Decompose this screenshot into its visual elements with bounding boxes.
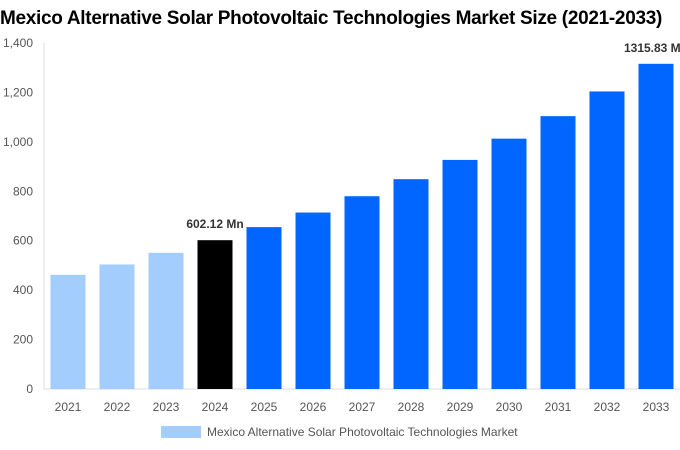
x-tick-label: 2029 bbox=[447, 400, 474, 414]
data-label: 1315.83 Mn bbox=[624, 41, 680, 55]
bar-2024 bbox=[197, 240, 233, 389]
x-tick-label: 2021 bbox=[55, 400, 82, 414]
y-tick-label: 200 bbox=[13, 333, 33, 347]
y-tick-label: 1,400 bbox=[3, 36, 33, 50]
x-tick-label: 2031 bbox=[545, 400, 572, 414]
y-tick-label: 1,200 bbox=[3, 85, 33, 99]
x-tick-label: 2022 bbox=[104, 400, 131, 414]
x-tick-label: 2032 bbox=[594, 400, 621, 414]
bar-2031 bbox=[540, 116, 576, 389]
bar-chart: 0 200 400 600 800 1,000 1,200 1,400 2021 2022 2023… bbox=[3, 36, 680, 414]
bar-2033 bbox=[638, 63, 674, 390]
bar-2021 bbox=[50, 274, 86, 389]
legend-swatch bbox=[161, 426, 201, 438]
bar-2028 bbox=[393, 179, 429, 389]
x-tick-label: 2024 bbox=[202, 400, 229, 414]
x-tick-label: 2023 bbox=[153, 400, 180, 414]
x-tick-label: 2027 bbox=[349, 400, 376, 414]
y-tick-label: 600 bbox=[13, 234, 33, 248]
y-tick-label: 400 bbox=[13, 283, 33, 297]
chart-title: Mexico Alternative Solar Photovoltaic Te… bbox=[0, 8, 663, 29]
y-tick-label: 1,000 bbox=[3, 135, 33, 149]
x-tick-label: 2028 bbox=[398, 400, 425, 414]
x-tick-label: 2030 bbox=[496, 400, 523, 414]
bar-2026 bbox=[295, 212, 331, 389]
y-tick-label: 800 bbox=[13, 184, 33, 198]
x-tick-label: 2025 bbox=[251, 400, 278, 414]
x-tick-label: 2033 bbox=[643, 400, 670, 414]
legend: Mexico Alternative Solar Photovoltaic Te… bbox=[161, 425, 518, 439]
y-tick-label: 0 bbox=[26, 382, 33, 396]
bar-2029 bbox=[442, 159, 478, 389]
bar-2032 bbox=[589, 91, 625, 389]
bar-2030 bbox=[491, 138, 527, 389]
bar-2023 bbox=[148, 252, 184, 389]
bar-2027 bbox=[344, 196, 380, 389]
bar-2022 bbox=[99, 264, 135, 389]
data-label: 602.12 Mn bbox=[186, 217, 243, 231]
x-tick-label: 2026 bbox=[300, 400, 327, 414]
bar-2025 bbox=[246, 227, 282, 389]
legend-label: Mexico Alternative Solar Photovoltaic Te… bbox=[207, 425, 518, 439]
